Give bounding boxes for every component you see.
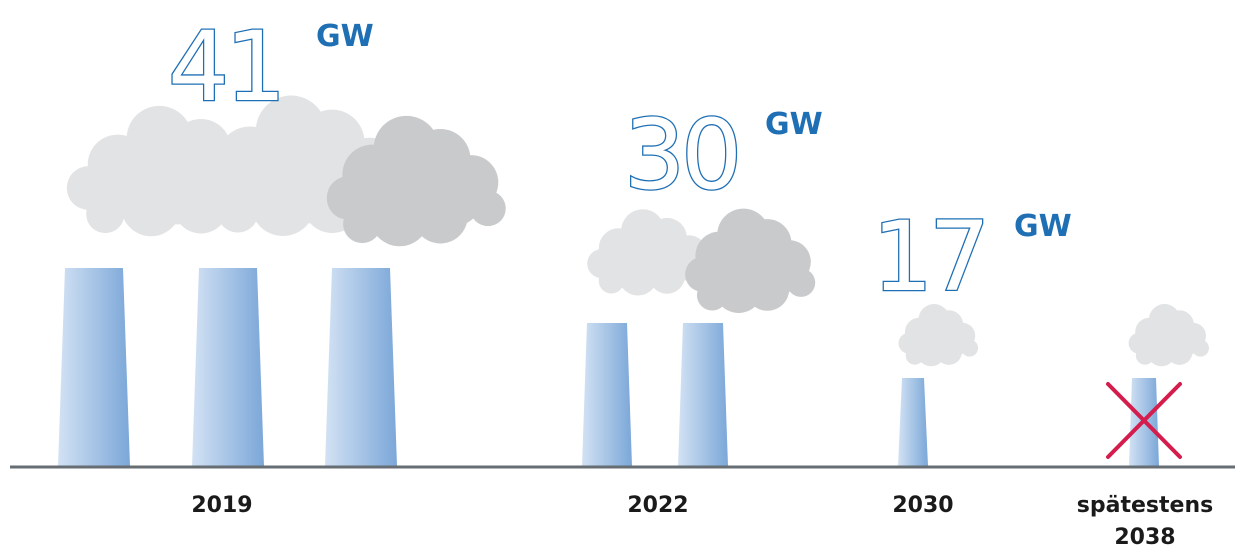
- smoke-layer: [66, 95, 1209, 367]
- cross-mark: [1106, 382, 1182, 459]
- chimney: [192, 268, 264, 466]
- smoke-cloud: [1128, 304, 1209, 367]
- label-layer: 41 GW 2019 30 GW 2022 17 GW 2030 spätestens 2038: [167, 10, 1214, 550]
- chimney-layer: [58, 268, 1159, 466]
- chimney: [898, 378, 928, 466]
- chimney: [582, 323, 632, 466]
- chimney: [678, 323, 728, 466]
- smoke-cloud: [326, 115, 506, 247]
- category-label: 2019: [191, 493, 252, 518]
- category-label: spätestens: [1077, 493, 1213, 518]
- value-label: 17: [872, 201, 986, 313]
- smoke-cloud: [685, 208, 816, 313]
- category-label: 2022: [627, 493, 688, 518]
- category-label: 2030: [892, 493, 953, 518]
- chimney: [58, 268, 130, 466]
- chimney: [325, 268, 397, 466]
- smoke-cloud: [898, 304, 979, 367]
- unit-label: GW: [316, 19, 374, 54]
- value-label: 41: [168, 11, 282, 123]
- unit-label: GW: [765, 107, 823, 142]
- value-label: 30: [624, 99, 738, 211]
- smoke-cloud: [587, 209, 713, 296]
- unit-label: GW: [1014, 209, 1072, 244]
- category-label: 2038: [1114, 525, 1175, 550]
